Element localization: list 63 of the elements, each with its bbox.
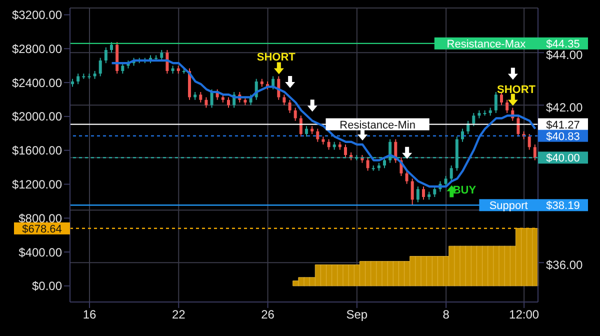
candlestick xyxy=(494,92,498,114)
candlestick xyxy=(288,99,292,114)
candlestick xyxy=(344,144,347,158)
candlestick xyxy=(121,62,124,74)
candlestick xyxy=(405,170,408,184)
candlestick xyxy=(98,57,102,77)
y-tick-label: $2800.00 xyxy=(12,42,62,56)
candlestick xyxy=(294,107,297,122)
y-tick-label: $1200.00 xyxy=(12,177,62,192)
y-tick-label: $400.00 xyxy=(18,245,62,260)
candlestick xyxy=(305,126,308,138)
candlestick xyxy=(533,144,536,161)
candlestick xyxy=(160,50,164,61)
candlestick xyxy=(461,128,464,142)
ref-line-label: $678.64 xyxy=(22,223,62,236)
ref-line-label: $40.00 xyxy=(546,152,580,165)
ref-line-label: $44.35 xyxy=(546,38,580,50)
candlestick xyxy=(472,112,476,127)
candlestick xyxy=(282,94,286,106)
annotation: SHORT xyxy=(497,84,536,96)
y-tick-label: $2400.00 xyxy=(12,76,62,90)
y-tick-label: $1600.00 xyxy=(12,144,62,158)
candlestick xyxy=(227,96,230,108)
x-tick-label: 12:00 xyxy=(509,308,540,322)
x-tick-label: 22 xyxy=(172,308,186,322)
y-tick-label: $3200.00 xyxy=(12,8,62,22)
candlestick xyxy=(422,186,425,200)
candlestick xyxy=(204,96,208,108)
ref-line-label: $41.27 xyxy=(546,119,580,132)
candlestick xyxy=(433,186,436,198)
candlestick xyxy=(210,88,214,108)
y-tick-label: $2000.00 xyxy=(12,110,62,124)
candlestick xyxy=(506,99,509,114)
candlestick xyxy=(366,157,370,172)
candlestick xyxy=(528,134,531,150)
candlestick xyxy=(383,157,386,169)
annotation: BUY xyxy=(452,184,477,196)
candlestick xyxy=(416,186,420,203)
x-tick-label: 16 xyxy=(82,308,96,322)
y2-tick-label: $42.00 xyxy=(546,100,584,114)
y2-tick-label: $44.00 xyxy=(546,48,584,62)
candlestick xyxy=(410,178,414,206)
candlestick xyxy=(444,176,448,187)
candlestick xyxy=(76,73,80,85)
annotation: Resistance-Max xyxy=(446,38,526,50)
annotation: SHORT xyxy=(256,51,296,64)
candlestick xyxy=(327,138,330,150)
candlestick xyxy=(104,46,108,64)
candlestick xyxy=(316,128,320,142)
candlestick xyxy=(450,165,453,182)
annotation: Support xyxy=(489,200,528,212)
x-tick-label: 8 xyxy=(442,308,450,322)
x-tick-label: 26 xyxy=(261,308,275,322)
candlestick xyxy=(199,92,202,103)
y-tick-label: $0.00 xyxy=(32,279,62,294)
candlestick xyxy=(110,42,113,54)
ref-line-label: $38.19 xyxy=(546,200,580,212)
ref-line-label: $40.83 xyxy=(546,130,580,143)
y-tick-label: $800.00 xyxy=(18,211,62,226)
x-tick-label: Sep xyxy=(346,308,368,322)
candlestick xyxy=(500,92,503,106)
y2-tick-label: $36.00 xyxy=(546,258,584,272)
annotation: Resistance-Min xyxy=(340,119,416,132)
